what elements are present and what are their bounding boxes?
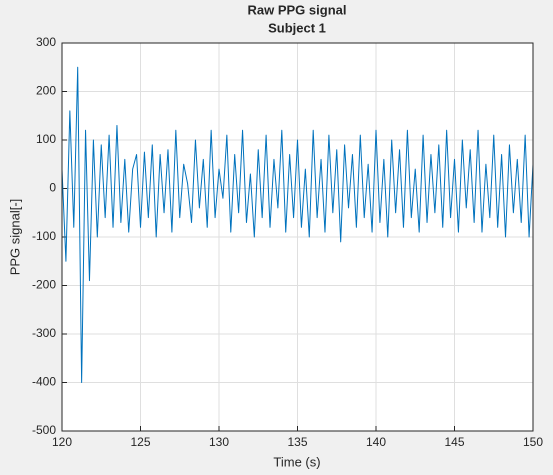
y-tick-label: -500 xyxy=(32,423,56,437)
x-tick-label: 145 xyxy=(444,435,464,449)
x-axis-label: Time (s) xyxy=(273,454,320,469)
chart-subtitle: Subject 1 xyxy=(268,20,326,35)
x-tick-label: 150 xyxy=(523,435,543,449)
y-tick-label: -400 xyxy=(32,375,56,389)
y-tick-label: 300 xyxy=(36,35,56,49)
y-tick-label: 200 xyxy=(36,84,56,98)
y-tick-label: -200 xyxy=(32,278,56,292)
x-tick-label: 125 xyxy=(130,435,150,449)
x-tick-label: 130 xyxy=(209,435,229,449)
y-tick-label: 0 xyxy=(49,181,56,195)
y-tick-label: -100 xyxy=(32,229,56,243)
chart-title: Raw PPG signal xyxy=(248,2,347,17)
y-tick-label: -300 xyxy=(32,326,56,340)
x-tick-label: 120 xyxy=(52,435,72,449)
y-axis-label: PPG signal[-] xyxy=(7,199,22,276)
x-tick-label: 135 xyxy=(287,435,307,449)
axes-box xyxy=(61,42,534,432)
signal-line xyxy=(61,66,534,383)
y-tick-label: 100 xyxy=(36,132,56,146)
x-tick-label: 140 xyxy=(366,435,386,449)
